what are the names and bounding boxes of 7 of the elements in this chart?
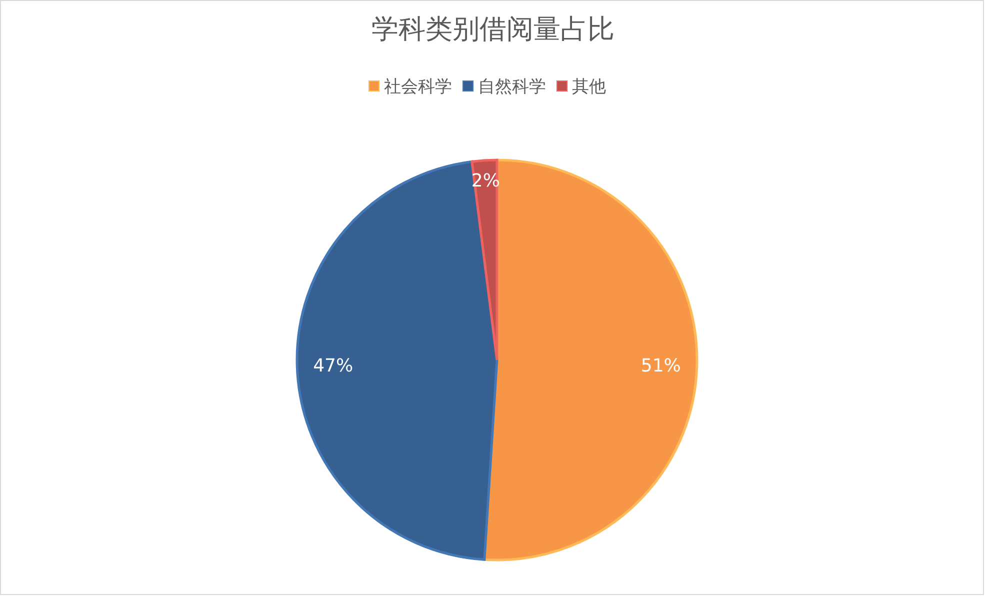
data-label: 2% xyxy=(471,170,500,192)
chart-title: 学科类别借阅量占比 xyxy=(372,14,614,45)
legend-label: 社会科学 xyxy=(384,76,452,97)
data-label: 47% xyxy=(313,355,354,376)
data-label: 51% xyxy=(640,355,681,376)
legend-label: 其他 xyxy=(572,76,606,97)
legend-label: 自然科学 xyxy=(478,76,546,97)
